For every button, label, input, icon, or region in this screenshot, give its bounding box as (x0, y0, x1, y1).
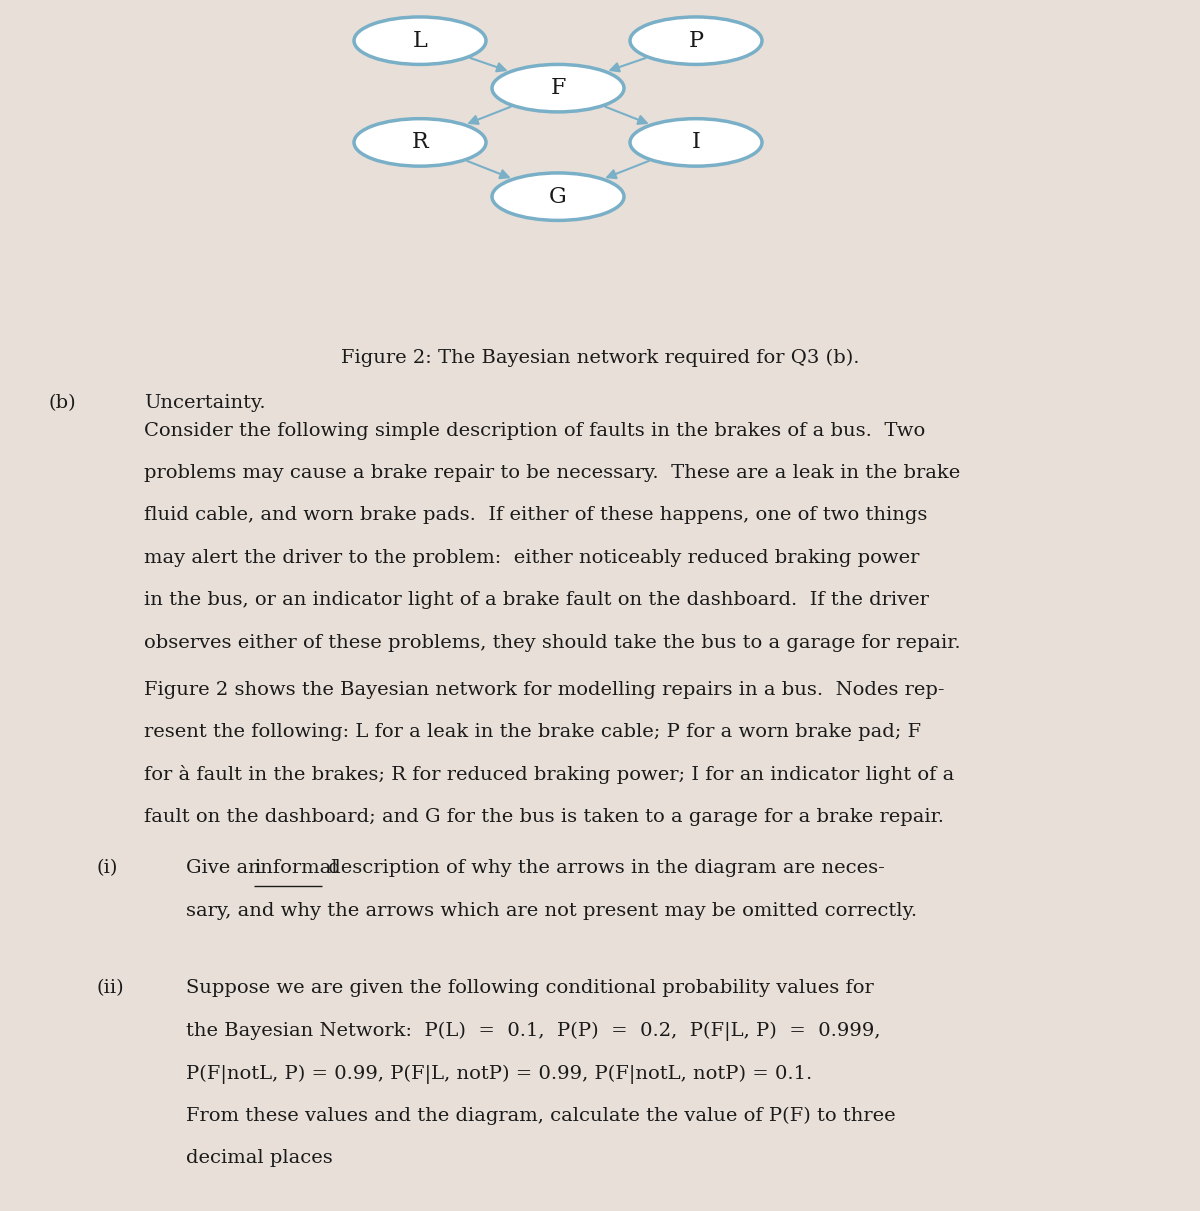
Text: (b): (b) (48, 394, 76, 412)
Text: I: I (691, 132, 701, 154)
Ellipse shape (354, 119, 486, 166)
Text: P: P (689, 30, 703, 52)
Text: G: G (550, 185, 566, 207)
Text: P(F|notL, P) = 0.99, P(F|L, notP) = 0.99, P(F|notL, notP) = 0.1.: P(F|notL, P) = 0.99, P(F|L, notP) = 0.99… (186, 1064, 812, 1084)
Text: description of why the arrows in the diagram are neces-: description of why the arrows in the dia… (322, 859, 884, 877)
Text: Give an: Give an (186, 859, 266, 877)
Ellipse shape (630, 17, 762, 64)
Text: (ii): (ii) (96, 980, 124, 998)
Ellipse shape (354, 17, 486, 64)
Text: Figure 2: The Bayesian network required for Q3 (b).: Figure 2: The Bayesian network required … (341, 349, 859, 367)
Text: Suppose we are given the following conditional probability values for: Suppose we are given the following condi… (186, 980, 874, 998)
Ellipse shape (492, 173, 624, 220)
Text: F: F (551, 78, 565, 99)
Text: Figure 2 shows the Bayesian network for modelling repairs in a bus.  Nodes rep-: Figure 2 shows the Bayesian network for … (144, 681, 944, 699)
Text: decimal places: decimal places (186, 1149, 332, 1167)
Text: sary, and why the arrows which are not present may be omitted correctly.: sary, and why the arrows which are not p… (186, 901, 917, 919)
Ellipse shape (492, 64, 624, 111)
Text: fault on the dashboard; and G for the bus is taken to a garage for a brake repai: fault on the dashboard; and G for the bu… (144, 808, 944, 826)
Text: From these values and the diagram, calculate the value of P(F) to three: From these values and the diagram, calcu… (186, 1107, 895, 1125)
Text: observes either of these problems, they should take the bus to a garage for repa: observes either of these problems, they … (144, 633, 961, 652)
Text: Uncertainty.: Uncertainty. (144, 394, 265, 412)
Text: informal: informal (254, 859, 337, 877)
Text: Consider the following simple description of faults in the brakes of a bus.  Two: Consider the following simple descriptio… (144, 421, 925, 440)
Text: (i): (i) (96, 859, 118, 877)
Text: R: R (412, 132, 428, 154)
Text: problems may cause a brake repair to be necessary.  These are a leak in the brak: problems may cause a brake repair to be … (144, 464, 960, 482)
Text: L: L (413, 30, 427, 52)
Ellipse shape (630, 119, 762, 166)
Text: the Bayesian Network:  P(L)  =  0.1,  P(P)  =  0.2,  P(F|L, P)  =  0.999,: the Bayesian Network: P(L) = 0.1, P(P) =… (186, 1022, 881, 1041)
Text: in the bus, or an indicator light of a brake fault on the dashboard.  If the dri: in the bus, or an indicator light of a b… (144, 591, 929, 609)
Text: resent the following: L for a leak in the brake cable; P for a worn brake pad; F: resent the following: L for a leak in th… (144, 723, 922, 741)
Text: may alert the driver to the problem:  either noticeably reduced braking power: may alert the driver to the problem: eit… (144, 549, 919, 567)
Text: for à fault in the brakes; R for reduced braking power; I for an indicator light: for à fault in the brakes; R for reduced… (144, 765, 954, 785)
Text: fluid cable, and worn brake pads.  If either of these happens, one of two things: fluid cable, and worn brake pads. If eit… (144, 506, 928, 524)
